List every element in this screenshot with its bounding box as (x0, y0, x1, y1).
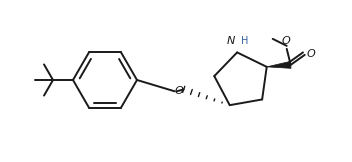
Text: N: N (227, 36, 235, 46)
Text: O: O (174, 86, 183, 96)
Text: O: O (281, 36, 290, 46)
Text: O: O (307, 49, 315, 59)
Text: H: H (241, 36, 249, 46)
Polygon shape (267, 61, 291, 68)
